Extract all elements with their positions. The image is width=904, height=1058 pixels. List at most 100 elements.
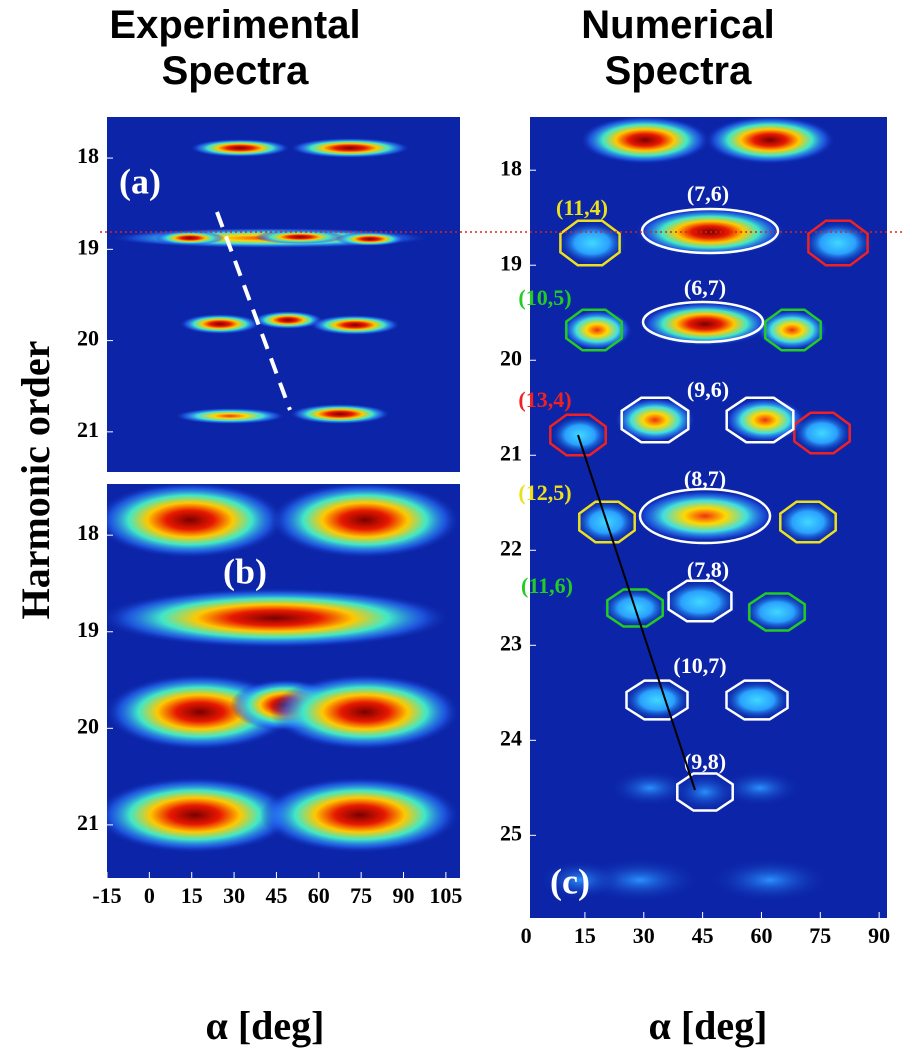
intensity-spot xyxy=(776,500,840,544)
x-tick-label: 90 xyxy=(868,923,890,948)
intensity-spot xyxy=(290,404,390,424)
intensity-spot xyxy=(550,415,610,455)
intensity-spot xyxy=(290,138,410,158)
x-tick-label: 75 xyxy=(809,923,831,948)
intensity-spot xyxy=(107,484,285,558)
annotation-label: (7,8) xyxy=(687,557,729,582)
y-tick-label: 20 xyxy=(77,713,99,738)
y-tick-label: 19 xyxy=(500,250,522,275)
y-tick-label: 22 xyxy=(500,535,522,560)
intensity-spot xyxy=(107,777,295,853)
annotation-label: (10,7) xyxy=(673,653,726,678)
annotation-label: (13,4) xyxy=(518,387,571,412)
intensity-spot xyxy=(792,413,852,453)
intensity-spot xyxy=(803,221,873,265)
y-axis-label: Harmonic order xyxy=(13,341,58,620)
annotation-label: (9,8) xyxy=(684,749,726,774)
y-tick-label: 25 xyxy=(500,820,522,845)
annotation-octagon xyxy=(565,308,623,352)
intensity-spot xyxy=(635,490,775,542)
intensity-spot xyxy=(757,310,827,350)
intensity-spot xyxy=(615,398,695,442)
annotation-label: (11,4) xyxy=(556,195,608,220)
annotation-label: (8,7) xyxy=(684,466,726,491)
y-tick-label: 20 xyxy=(77,326,99,351)
x-tick-label: 75 xyxy=(350,883,372,908)
panel-label: (b) xyxy=(223,551,267,591)
annotation-octagon xyxy=(625,679,689,721)
annotation-octagon xyxy=(578,500,636,544)
annotation-octagon xyxy=(559,219,621,267)
annotation-octagon xyxy=(807,219,869,267)
panel-label: (c) xyxy=(550,861,590,901)
intensity-spot xyxy=(270,484,460,558)
annotation-ellipse xyxy=(641,300,765,344)
intensity-spot xyxy=(190,139,290,157)
x-tick-label: -15 xyxy=(92,883,121,908)
x-tick-label: 0 xyxy=(144,883,155,908)
y-tick-label: 24 xyxy=(500,725,522,750)
annotation-octagon xyxy=(606,588,664,628)
intensity-spot xyxy=(610,770,690,806)
intensity-spot xyxy=(155,231,225,245)
y-tick-label: 20 xyxy=(500,345,522,370)
intensity-spot xyxy=(623,680,691,720)
y-tick-label: 21 xyxy=(500,440,522,465)
annotation-octagon xyxy=(676,772,734,812)
panel-label: (a) xyxy=(119,161,161,201)
annotation-octagon xyxy=(549,413,607,457)
intensity-spot xyxy=(557,221,627,265)
intensity-spot xyxy=(705,117,835,164)
annotation-octagon xyxy=(725,679,789,721)
x-tick-label: 15 xyxy=(181,883,203,908)
annotation-ellipse xyxy=(640,207,780,255)
heatmap-panel xyxy=(530,117,887,918)
intensity-spot xyxy=(335,232,405,246)
intensity-spot xyxy=(662,580,738,624)
y-tick-label: 19 xyxy=(77,617,99,642)
x-tick-label: 45 xyxy=(265,883,287,908)
column-title: Experimental Spectra xyxy=(109,3,361,93)
y-tick-label: 18 xyxy=(77,143,99,168)
y-tick-label: 21 xyxy=(77,810,99,835)
intensity-spot xyxy=(180,314,260,334)
intensity-spot xyxy=(671,772,739,812)
intensity-spot xyxy=(253,311,323,329)
annotation-octagon xyxy=(725,396,795,444)
x-axis-label: α [deg] xyxy=(649,1003,768,1048)
intensity-spot xyxy=(743,592,811,632)
heatmap-background xyxy=(107,117,460,472)
intensity-spot xyxy=(260,777,460,853)
trend-line xyxy=(577,434,696,791)
heatmap-panel xyxy=(107,117,460,472)
y-tick-label: 19 xyxy=(77,234,99,259)
annotation-label: (9,6) xyxy=(687,377,729,402)
x-tick-label: 0 xyxy=(521,923,532,948)
intensity-spot xyxy=(580,117,710,164)
intensity-spot xyxy=(720,770,800,806)
annotation-octagon xyxy=(620,396,690,444)
intensity-spot xyxy=(710,858,830,902)
intensity-spot xyxy=(640,302,770,346)
intensity-spot xyxy=(270,674,460,750)
x-tick-label: 90 xyxy=(393,883,415,908)
x-tick-label: 60 xyxy=(750,923,772,948)
annotation-label: (6,7) xyxy=(684,275,726,300)
annotation-label: (7,6) xyxy=(687,181,729,206)
x-tick-label: 15 xyxy=(574,923,596,948)
intensity-spot xyxy=(562,310,632,350)
y-tick-label: 18 xyxy=(500,155,522,180)
annotation-ellipse xyxy=(638,487,772,545)
heatmap-panel xyxy=(107,484,460,878)
annotation-label: (12,5) xyxy=(518,480,571,505)
intensity-spot xyxy=(540,860,620,900)
intensity-spot xyxy=(725,398,805,442)
x-tick-label: 45 xyxy=(692,923,714,948)
y-tick-label: 21 xyxy=(77,417,99,442)
intensity-spot xyxy=(175,408,285,424)
y-tick-label: 18 xyxy=(77,520,99,545)
annotation-octagon xyxy=(667,579,733,623)
x-tick-label: 30 xyxy=(633,923,655,948)
x-axis-label: α [deg] xyxy=(206,1003,325,1048)
